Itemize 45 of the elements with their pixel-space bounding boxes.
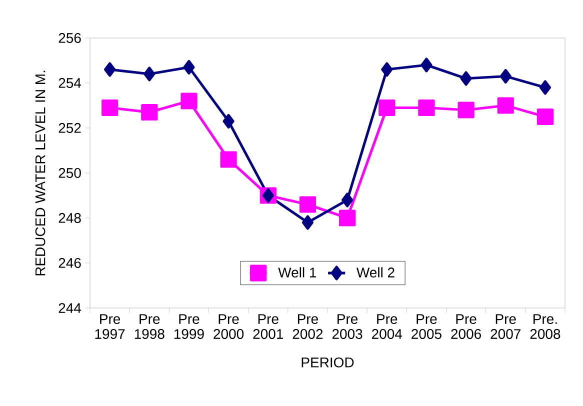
point — [497, 97, 514, 114]
y-tick-label: 248 — [58, 213, 81, 223]
point — [460, 71, 472, 86]
point — [500, 68, 512, 84]
point — [536, 108, 554, 126]
x-tick-label: Pre 2007 — [490, 314, 520, 339]
x-tick-label: Pre 2006 — [451, 314, 481, 339]
point — [378, 99, 396, 116]
y-axis-title: REDUCED WATER LEVEL IN M. — [35, 70, 46, 276]
point — [338, 210, 356, 226]
point — [222, 114, 234, 129]
point — [101, 99, 118, 116]
legend-label: Well 1 — [278, 267, 316, 278]
x-tick-label: Pre. 2008 — [530, 314, 560, 339]
point — [104, 62, 116, 77]
legend-label: Well 2 — [356, 267, 394, 278]
x-tick-label: Pre 2000 — [214, 314, 244, 339]
point — [420, 58, 432, 72]
point — [341, 192, 354, 208]
point — [141, 104, 158, 121]
x-tick-label: Pre 1999 — [174, 314, 204, 339]
point — [220, 151, 237, 168]
x-tick-label: Pre 2004 — [372, 314, 402, 339]
point — [183, 60, 195, 75]
y-tick-label: 254 — [58, 78, 82, 88]
x-tick-label: Pre 1998 — [134, 314, 164, 339]
y-tick-label: 252 — [58, 123, 81, 133]
y-tick-label: 246 — [58, 258, 81, 268]
point — [539, 80, 552, 95]
y-tick-label: 244 — [58, 303, 82, 313]
x-tick-label: Pre 2003 — [332, 314, 362, 339]
point — [458, 102, 474, 118]
point — [302, 215, 314, 230]
x-tick-label: Pre 2002 — [292, 314, 323, 339]
x-tick-label: Pre 2005 — [412, 314, 442, 339]
y-tick-label: 250 — [58, 168, 81, 178]
x-tick-label: Pre 2001 — [253, 314, 284, 339]
point — [381, 62, 393, 77]
point — [180, 92, 198, 110]
point — [299, 196, 316, 213]
point — [144, 66, 156, 82]
point — [418, 99, 435, 116]
y-tick-label: 256 — [58, 33, 81, 43]
x-axis-title: PERIOD — [302, 357, 354, 368]
x-tick-label: Pre 1997 — [95, 314, 125, 339]
